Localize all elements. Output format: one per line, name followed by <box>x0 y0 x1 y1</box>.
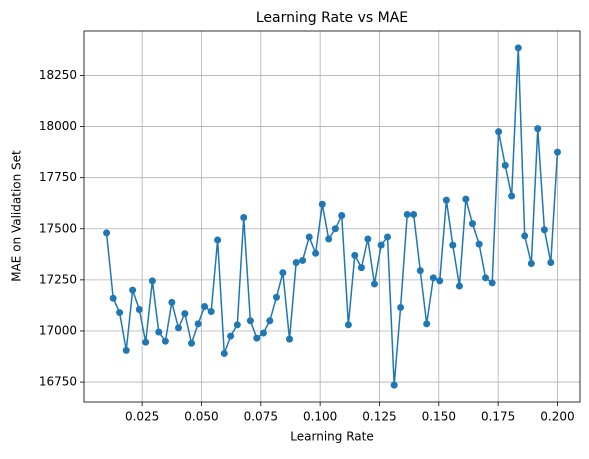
x-tick-label: 0.025 <box>125 410 159 424</box>
point <box>436 277 444 285</box>
point <box>547 258 555 266</box>
point <box>272 293 280 301</box>
point <box>397 303 405 311</box>
point <box>351 251 359 259</box>
point <box>116 309 124 317</box>
point <box>403 210 411 218</box>
point <box>482 274 490 282</box>
x-tick-label: 0.100 <box>303 410 337 424</box>
point <box>109 294 117 302</box>
point <box>377 241 385 249</box>
point <box>305 233 313 241</box>
point <box>462 195 470 203</box>
point <box>455 282 463 290</box>
point <box>220 349 228 357</box>
y-tick-label: 16750 <box>39 375 77 389</box>
point <box>410 210 418 218</box>
point <box>181 310 189 318</box>
point <box>449 241 457 249</box>
point <box>318 200 326 208</box>
point <box>194 320 202 328</box>
point <box>553 148 561 156</box>
point <box>384 233 392 241</box>
point <box>423 320 431 328</box>
chart-title: Learning Rate vs MAE <box>256 10 408 26</box>
point <box>442 196 450 204</box>
x-tick-label: 0.075 <box>244 410 278 424</box>
point <box>488 279 496 287</box>
point <box>416 267 424 275</box>
point <box>299 256 307 264</box>
y-tick-label: 18250 <box>39 68 77 82</box>
point <box>214 236 222 244</box>
y-axis-label: MAE on Validation Set <box>10 150 24 282</box>
x-tick-label: 0.125 <box>362 410 396 424</box>
point <box>357 264 365 272</box>
point <box>148 277 156 285</box>
point <box>514 44 522 52</box>
line <box>105 47 559 386</box>
point <box>325 235 333 243</box>
point <box>174 324 182 332</box>
x-tick-label: 0.150 <box>422 410 456 424</box>
point <box>495 128 503 136</box>
point <box>227 332 235 340</box>
point <box>129 286 137 294</box>
point <box>344 321 352 329</box>
point <box>364 235 372 243</box>
y-tick-label: 18000 <box>39 119 77 133</box>
y-tick-label: 17250 <box>39 272 77 286</box>
point <box>429 274 437 282</box>
point <box>103 229 111 237</box>
point <box>233 321 241 329</box>
x-axis-label: Learning Rate <box>290 430 373 444</box>
point <box>540 226 548 234</box>
y-tick-label: 17500 <box>39 221 77 235</box>
point <box>142 338 150 346</box>
y-tick-label: 17000 <box>39 323 77 337</box>
point <box>390 381 398 389</box>
point <box>475 240 483 248</box>
point <box>122 346 130 354</box>
point <box>253 334 261 342</box>
point <box>468 220 476 228</box>
point <box>292 258 300 266</box>
point <box>527 260 535 268</box>
point <box>534 125 542 133</box>
point <box>370 280 378 288</box>
point <box>155 328 163 336</box>
point <box>259 329 267 337</box>
point <box>508 192 516 200</box>
plot-frame <box>83 30 581 403</box>
point <box>266 317 274 325</box>
x-tick-label: 0.050 <box>184 410 218 424</box>
y-tick-label: 17750 <box>39 170 77 184</box>
point <box>246 317 254 325</box>
point <box>521 232 529 240</box>
x-tick-label: 0.200 <box>540 410 574 424</box>
point <box>331 225 339 233</box>
point <box>207 308 215 316</box>
point <box>312 249 320 257</box>
point <box>501 161 509 169</box>
point <box>135 306 143 314</box>
point <box>201 302 209 310</box>
point <box>188 339 196 347</box>
point <box>168 298 176 306</box>
point <box>161 337 169 345</box>
point <box>279 269 287 277</box>
point <box>240 214 248 222</box>
x-tick-label: 0.175 <box>481 410 515 424</box>
point <box>338 211 346 219</box>
point <box>286 335 294 343</box>
